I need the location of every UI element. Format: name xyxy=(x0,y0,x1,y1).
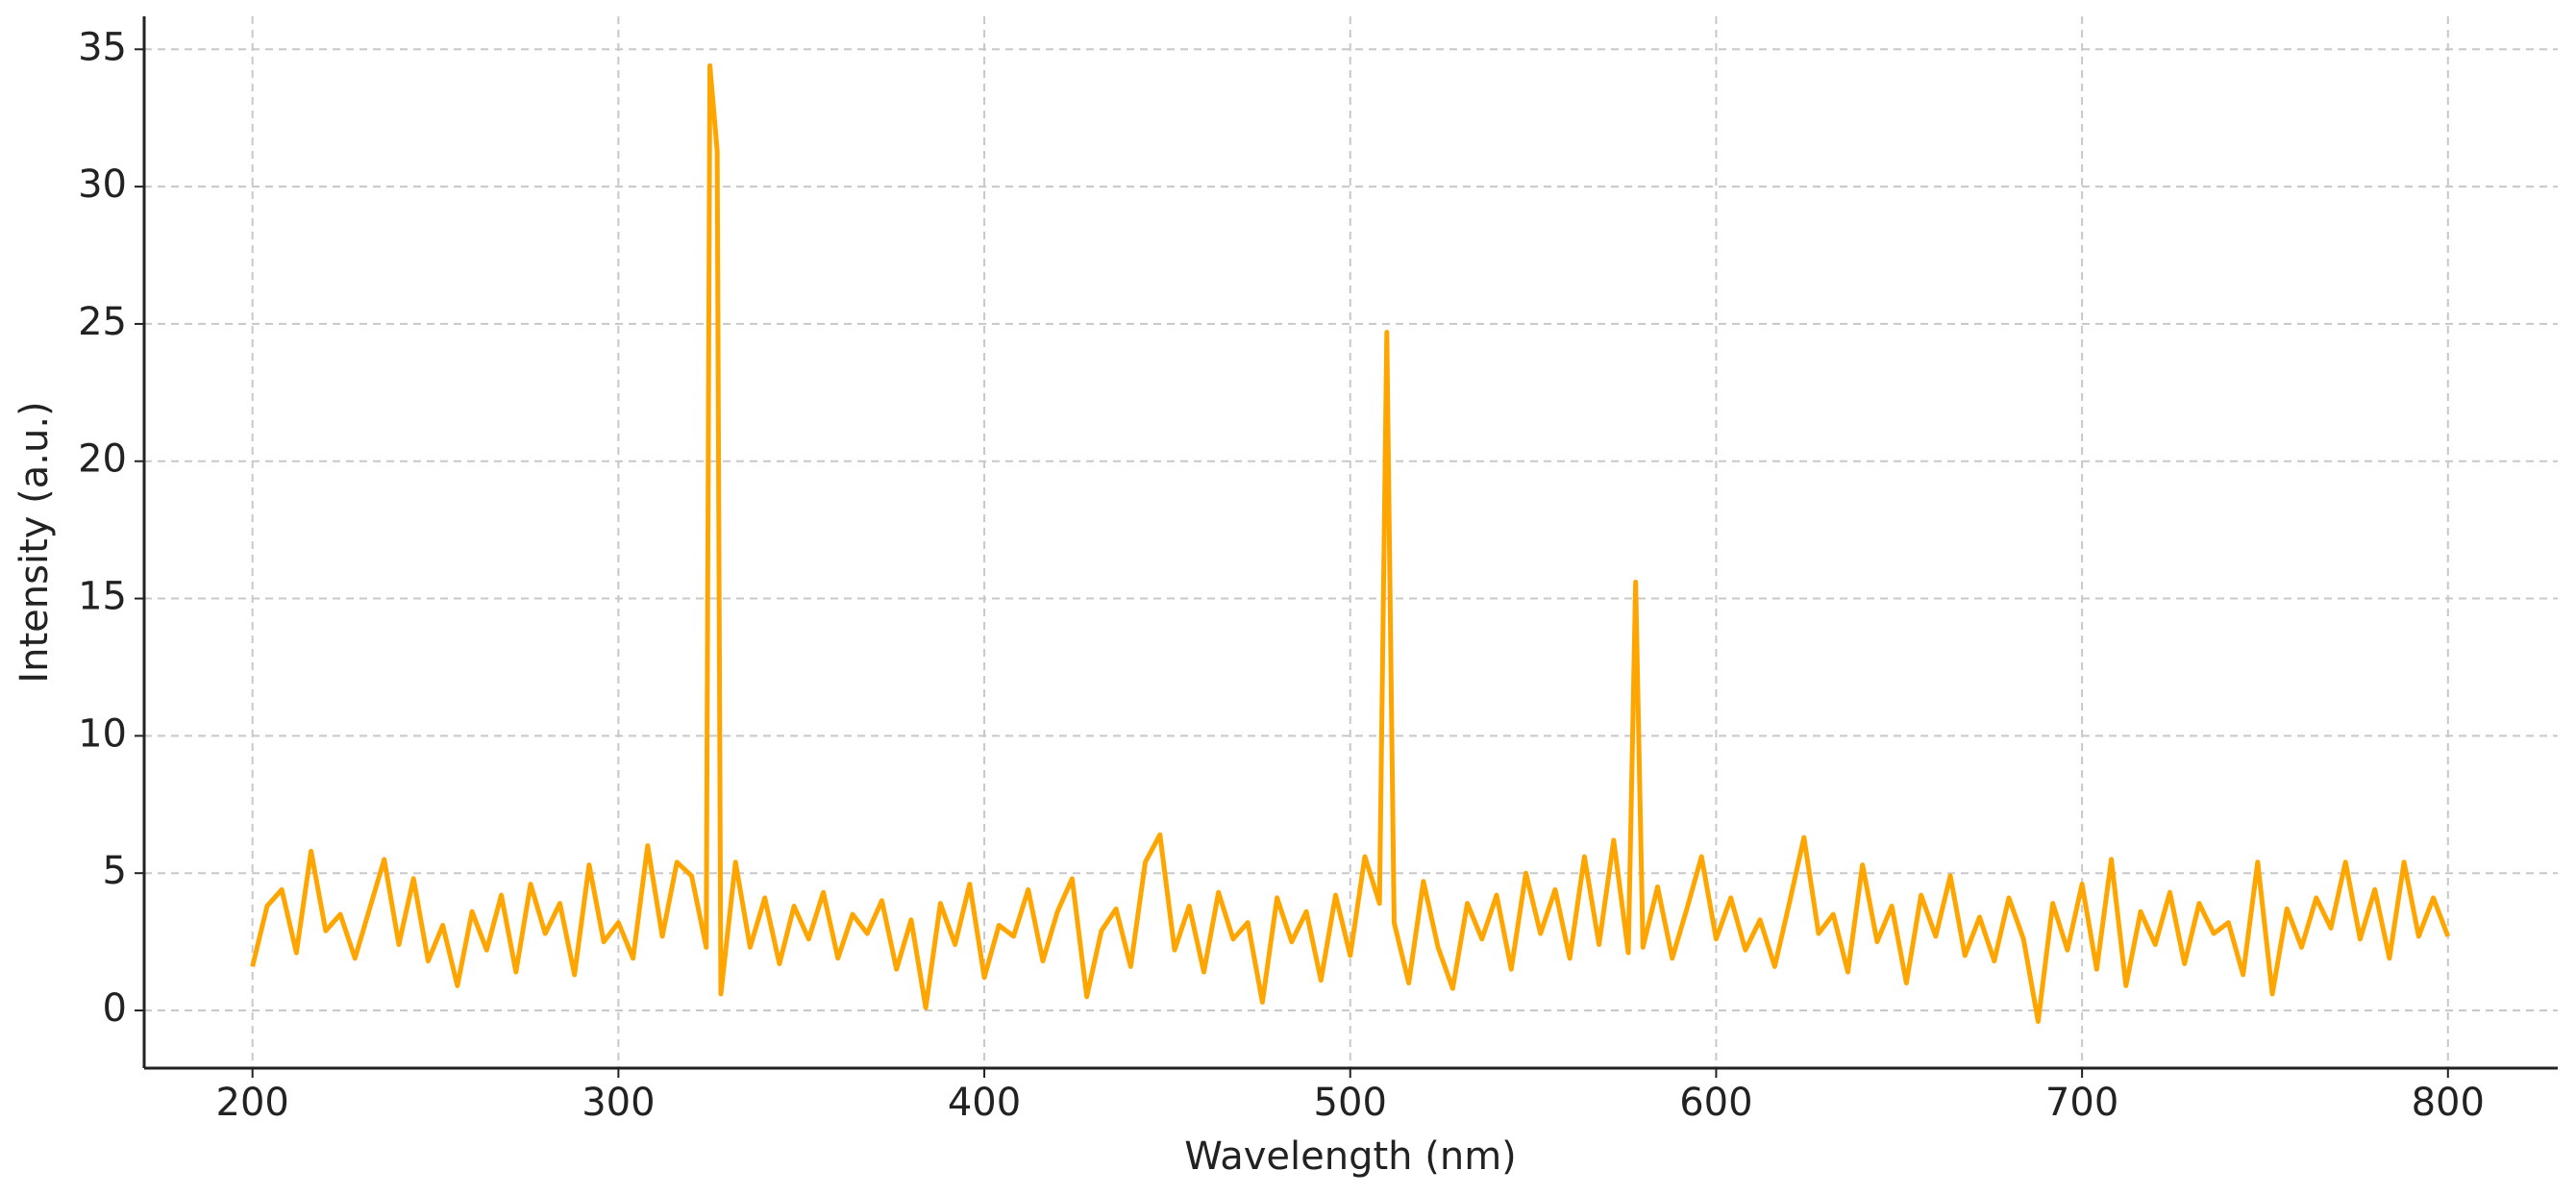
x-tick-label: 800 xyxy=(2412,1081,2485,1125)
y-tick-label: 0 xyxy=(103,986,127,1031)
y-tick-label: 25 xyxy=(78,300,127,344)
x-tick-label: 200 xyxy=(216,1081,289,1125)
y-tick-label: 20 xyxy=(78,437,127,482)
x-tick-label: 700 xyxy=(2045,1081,2118,1125)
x-tick-label: 600 xyxy=(1679,1081,1752,1125)
y-tick-label: 10 xyxy=(78,711,127,756)
x-tick-label: 400 xyxy=(948,1081,1021,1125)
x-tick-label: 300 xyxy=(582,1081,655,1125)
x-tick-label: 500 xyxy=(1314,1081,1387,1125)
y-tick-label: 35 xyxy=(78,25,127,69)
y-tick-label: 5 xyxy=(103,849,127,893)
spectrum-line xyxy=(250,62,2451,1024)
y-axis-label: Intensity (a.u.) xyxy=(12,401,57,683)
y-tick-label: 30 xyxy=(78,162,127,207)
y-tick-label: 15 xyxy=(78,575,127,619)
x-axis-label: Wavelength (nm) xyxy=(1184,1134,1517,1179)
